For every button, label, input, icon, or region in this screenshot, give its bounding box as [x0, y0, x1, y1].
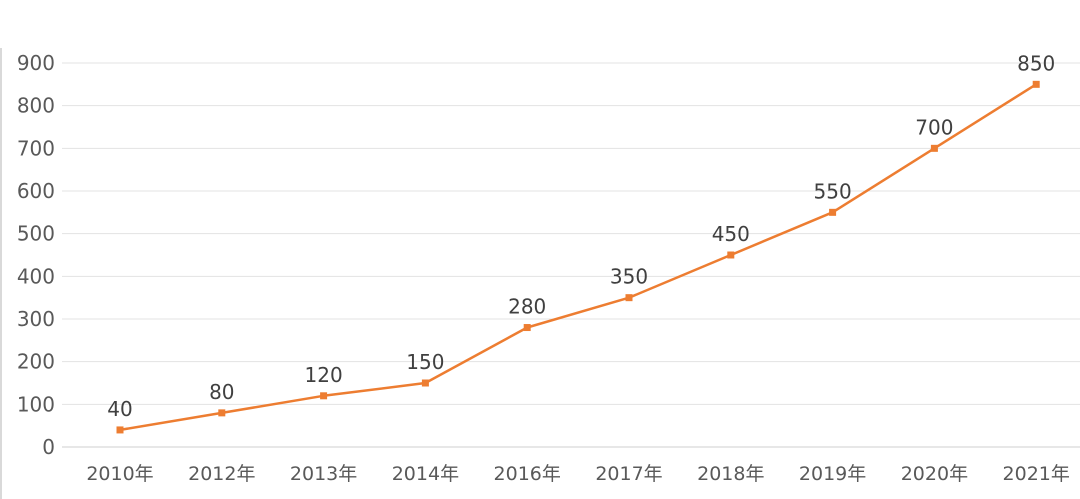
- x-tick-label: 2013年: [290, 463, 357, 485]
- data-point-marker: [523, 324, 531, 332]
- data-label: 550: [814, 179, 852, 203]
- x-tick-label: 2021年: [1003, 463, 1070, 485]
- data-point-marker: [1032, 80, 1040, 88]
- data-label: 350: [610, 265, 648, 289]
- data-point-marker: [727, 251, 735, 259]
- data-label: 850: [1017, 51, 1055, 75]
- y-tick-label: 700: [17, 136, 55, 160]
- data-point-marker: [421, 379, 429, 387]
- series-line-group: [116, 80, 1040, 434]
- data-point-marker: [625, 294, 633, 302]
- y-tick-label: 500: [17, 222, 55, 246]
- data-point-marker: [930, 144, 938, 152]
- data-label: 150: [406, 350, 444, 374]
- x-tick-label: 2020年: [901, 463, 968, 485]
- x-tick-label: 2014年: [392, 463, 459, 485]
- y-tick-label: 900: [17, 51, 55, 75]
- data-label: 700: [915, 115, 953, 139]
- data-point-marker: [829, 208, 837, 216]
- data-label: 80: [209, 380, 234, 404]
- y-axis-tick-labels: 0 100 200 300 400 500 600 700 800 900: [17, 51, 55, 459]
- data-label: 450: [712, 222, 750, 246]
- x-tick-label: 2016年: [494, 463, 561, 485]
- y-tick-label: 100: [17, 392, 55, 416]
- gridlines: [62, 62, 1080, 448]
- data-label: 40: [107, 397, 132, 421]
- y-tick-label: 800: [17, 94, 55, 118]
- y-tick-label: 400: [17, 264, 55, 288]
- y-tick-label: 300: [17, 307, 55, 331]
- x-tick-label: 2017年: [595, 463, 662, 485]
- data-point-marker: [320, 392, 328, 400]
- left-border-line: [0, 48, 2, 499]
- data-label: 280: [508, 295, 546, 319]
- data-labels: 40 80 120 150 280 350 450 550 700 850: [107, 51, 1055, 421]
- y-tick-label: 200: [17, 350, 55, 374]
- x-tick-label: 2019年: [799, 463, 866, 485]
- x-tick-label: 2018年: [697, 463, 764, 485]
- y-tick-label: 0: [42, 435, 55, 459]
- data-label: 120: [305, 363, 343, 387]
- x-tick-label: 2010年: [86, 463, 153, 485]
- series-line: [119, 83, 1037, 432]
- data-point-marker: [116, 426, 124, 434]
- x-tick-label: 2012年: [188, 463, 255, 485]
- data-point-marker: [218, 409, 226, 417]
- y-tick-label: 600: [17, 179, 55, 203]
- x-axis-tick-labels: 2010年 2012年 2013年 2014年 2016年 2017年 2018年 2019年…: [86, 463, 1070, 485]
